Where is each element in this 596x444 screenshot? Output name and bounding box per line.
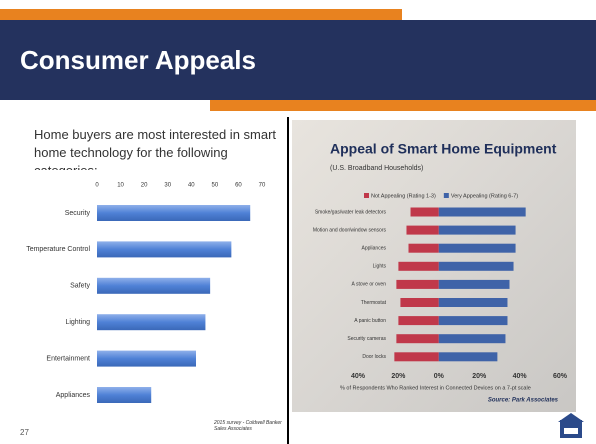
bar [398, 316, 438, 325]
bar [439, 316, 508, 325]
bar [97, 387, 151, 403]
y-tick-label: Appliances [56, 392, 91, 399]
bar [97, 278, 210, 294]
bar [409, 244, 439, 253]
y-tick-label: Lighting [65, 319, 90, 326]
x-tick-label: 40 [188, 183, 195, 189]
bar [97, 314, 205, 330]
bar [396, 334, 438, 343]
legend-label: Not Appealing (Rating 1-3) [371, 193, 436, 199]
bar [439, 226, 516, 235]
bar [406, 226, 438, 235]
x-tick-label: 40% [351, 373, 366, 380]
y-tick-label: Thermostat [361, 300, 387, 306]
x-tick-label: 10 [117, 183, 124, 189]
bar [394, 352, 438, 361]
source: Source: Park Associates [488, 398, 559, 404]
slide-title: Consumer Appeals [20, 45, 256, 75]
x-tick-label: 70 [259, 183, 266, 189]
bar [97, 351, 196, 367]
y-tick-label: Door locks [362, 354, 386, 360]
x-tick-label: 20 [141, 183, 148, 189]
y-tick-label: Entertainment [46, 355, 90, 362]
page-number: 27 [20, 428, 29, 437]
x-tick-label: 40% [513, 373, 528, 380]
bar [439, 352, 498, 361]
bar [396, 280, 438, 289]
legend-swatch [364, 193, 369, 198]
x-tick-label: 0% [434, 373, 445, 380]
y-tick-label: A stove or oven [352, 282, 387, 288]
chart-subtitle: (U.S. Broadband Households) [330, 165, 423, 172]
accent-bar [210, 100, 596, 111]
left-source: 2015 survey - Coldwell Banker Sales Asso… [214, 420, 286, 432]
bar [398, 262, 438, 271]
x-tick-label: 50 [212, 183, 219, 189]
bar [439, 280, 510, 289]
bar [439, 262, 514, 271]
x-tick-label: 30 [164, 183, 171, 189]
x-tick-label: 60 [235, 183, 242, 189]
legend-label: Very Appealing (Rating 6-7) [451, 193, 518, 199]
y-tick-label: Safety [70, 283, 90, 290]
y-tick-label: Security [65, 210, 91, 217]
x-tick-label: 20% [472, 373, 487, 380]
source-box: 2015 survey - Coldwell Banker Sales Asso… [214, 420, 286, 440]
y-tick-label: A panic button [354, 318, 386, 324]
bar [439, 244, 516, 253]
bar [439, 208, 526, 217]
title-box: Home buyers are most interested in smart… [34, 126, 284, 170]
bar [439, 298, 508, 307]
y-tick-label: Smoke/gas/water leak detectors [315, 209, 387, 215]
bar [97, 241, 231, 257]
bar [439, 334, 506, 343]
y-tick-label: Temperature Control [26, 246, 90, 253]
y-tick-label: Security cameras [347, 336, 386, 342]
bar [400, 298, 438, 307]
slide: Consumer Appeals 27 2015 survey - Coldwe… [0, 0, 596, 444]
y-tick-label: Appliances [362, 246, 387, 252]
x-tick-label: 60% [553, 373, 568, 380]
legend-swatch [444, 193, 449, 198]
accent-bar [0, 9, 402, 20]
y-tick-label: Lights [373, 264, 387, 270]
chart-title: Home buyers are most interested in smart… [34, 126, 284, 170]
y-tick-label: Motion and door/window sensors [313, 227, 387, 233]
bar [97, 205, 250, 221]
x-tick-label: 20% [391, 373, 406, 380]
x-axis-label: % of Respondents Who Ranked Interest in … [340, 385, 531, 391]
bar [411, 208, 439, 217]
chart-title: Appeal of Smart Home Equipment [330, 141, 557, 157]
